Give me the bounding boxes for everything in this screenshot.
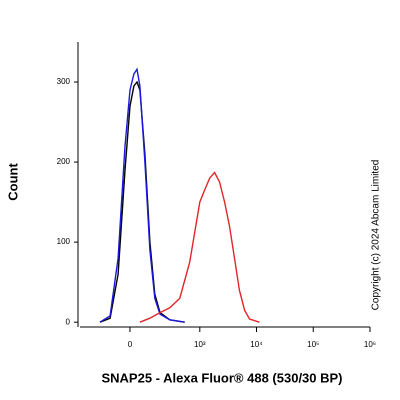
x-tick-label: 10⁶ [364,340,376,349]
histogram-line [99,67,185,323]
y-tick-label: 100 [57,237,71,246]
histogram-line [139,171,260,323]
y-tick-label: 200 [57,157,71,166]
x-tick-label: 10⁵ [307,340,319,349]
y-tick-label: 300 [57,77,71,86]
copyright: Copyright (c) 2024 Abcam Limited [371,160,382,311]
x-tick-label: 10³ [194,340,206,349]
x-axis-label: SNAP25 - Alexa Fluor® 488 (530/30 BP) [101,370,342,385]
x-tick-label: 0 [128,340,133,349]
y-tick-label: 0 [66,317,71,326]
y-axis-label: Count [5,163,20,201]
x-tick-label: 10⁴ [250,340,263,349]
